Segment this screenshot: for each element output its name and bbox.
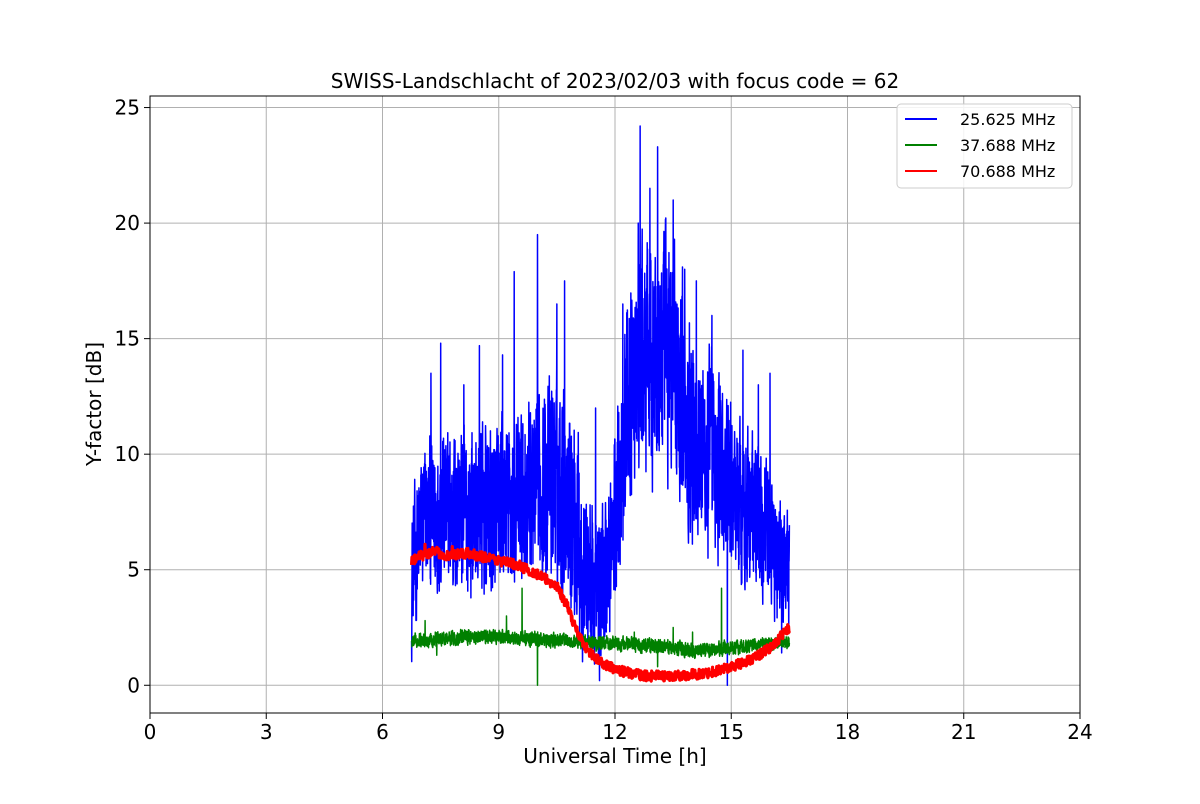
x-tick-label: 9 bbox=[492, 720, 505, 744]
x-tick-label: 12 bbox=[602, 720, 627, 744]
x-tick-label: 18 bbox=[835, 720, 860, 744]
x-tick-label: 24 bbox=[1067, 720, 1092, 744]
x-tick-label: 15 bbox=[719, 720, 744, 744]
x-tick-label: 3 bbox=[260, 720, 273, 744]
y-tick-label: 0 bbox=[127, 673, 140, 697]
series-line-37-688-mhz bbox=[410, 587, 791, 687]
legend-box bbox=[896, 103, 1073, 189]
y-axis-label: Y-factor [dB] bbox=[82, 342, 106, 467]
x-tick-label: 21 bbox=[951, 720, 976, 744]
series-line-70-688-mhz bbox=[409, 542, 791, 683]
y-tick-label: 20 bbox=[115, 211, 140, 235]
legend-label-70mhz: 70.688 MHz bbox=[960, 162, 1055, 181]
chart-title: SWISS-Landschlacht of 2023/02/03 with fo… bbox=[331, 69, 899, 93]
x-tick-label: 6 bbox=[376, 720, 389, 744]
legend: 25.625 MHz 37.688 MHz 70.688 MHz bbox=[896, 103, 1073, 189]
y-axis: 0 5 10 15 20 25 bbox=[115, 96, 150, 697]
x-tick-label: 0 bbox=[144, 720, 157, 744]
legend-label-25mhz: 25.625 MHz bbox=[960, 110, 1055, 129]
legend-label-37mhz: 37.688 MHz bbox=[960, 136, 1055, 155]
y-tick-label: 5 bbox=[127, 558, 140, 582]
y-tick-label: 15 bbox=[115, 327, 140, 351]
series-layer bbox=[409, 125, 791, 687]
y-tick-label: 10 bbox=[115, 442, 140, 466]
series-line-25-625-mhz bbox=[410, 125, 791, 687]
x-axis: 0 3 6 9 12 15 18 21 24 bbox=[144, 713, 1093, 744]
y-tick-label: 25 bbox=[115, 96, 140, 120]
x-axis-label: Universal Time [h] bbox=[523, 744, 706, 768]
